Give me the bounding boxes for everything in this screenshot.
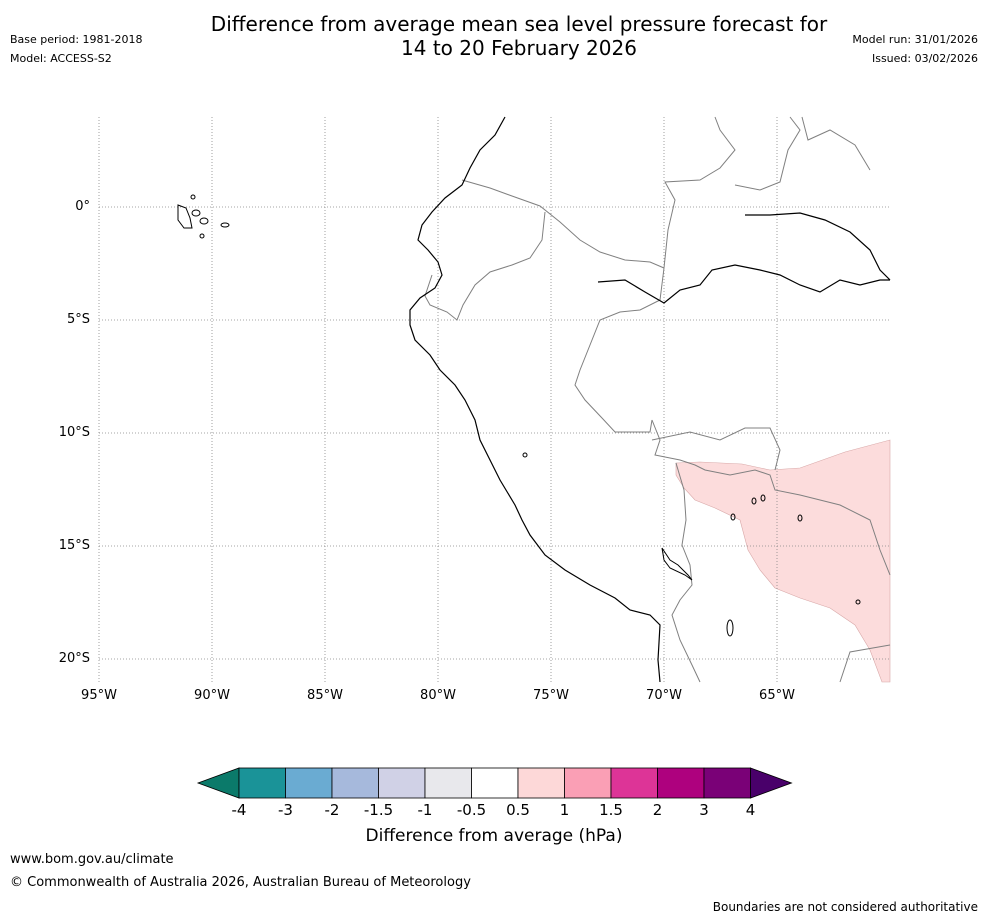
- copyright: © Commonwealth of Australia 2026, Austra…: [10, 875, 471, 890]
- colorbar-label: Difference from average (hPa): [365, 826, 623, 846]
- lon-label: 90°W: [194, 688, 230, 703]
- colorbar-tick-label: 2: [652, 801, 663, 819]
- colorbar-tick-label: 1: [559, 801, 570, 819]
- colorbar-tick-label: -2: [324, 801, 340, 819]
- base-period: Base period: 1981-2018: [10, 33, 143, 46]
- page-title: Difference from average mean sea level p…: [0, 12, 988, 60]
- colorbar-tick-label: 1.5: [599, 801, 623, 819]
- lat-label: 5°S: [66, 312, 90, 327]
- lat-label: 20°S: [58, 651, 90, 666]
- colorbar-tick-label: 4: [745, 801, 756, 819]
- anomaly-region: [675, 439, 891, 683]
- country-borders: [424, 116, 891, 683]
- issued-date: Issued: 03/02/2026: [871, 52, 978, 65]
- website-link[interactable]: www.bom.gov.au/climate: [10, 852, 174, 867]
- colorbar-tick-label: -1.5: [363, 801, 394, 819]
- lat-label: 15°S: [58, 538, 90, 553]
- lon-label: 85°W: [307, 688, 343, 703]
- lat-label: 10°S: [58, 425, 90, 440]
- lon-label: 80°W: [420, 688, 456, 703]
- colorbar-tick-label: 0.5: [506, 801, 530, 819]
- colorbar-tick-label: 3: [699, 801, 709, 819]
- coastlines: [409, 116, 891, 683]
- lat-label: 0°: [75, 199, 90, 214]
- colorbar-tick-label: -1: [417, 801, 433, 819]
- islands: [177, 194, 861, 637]
- lon-label: 75°W: [533, 688, 569, 703]
- model-name: Model: ACCESS-S2: [10, 52, 112, 65]
- gridlines: [98, 117, 890, 682]
- disclaimer: Boundaries are not considered authoritat…: [712, 900, 978, 914]
- title-line-1: Difference from average mean sea level p…: [210, 12, 828, 36]
- lon-label: 70°W: [646, 688, 682, 703]
- lon-label: 95°W: [81, 688, 117, 703]
- colorbar-tick-label: -3: [278, 801, 293, 819]
- colorbar-tick-label: -4: [231, 801, 247, 819]
- colorbar-tick-label: -0.5: [456, 801, 487, 819]
- model-run: Model run: 31/01/2026: [852, 33, 978, 46]
- lon-label: 65°W: [759, 688, 795, 703]
- title-line-2: 14 to 20 February 2026: [401, 36, 637, 60]
